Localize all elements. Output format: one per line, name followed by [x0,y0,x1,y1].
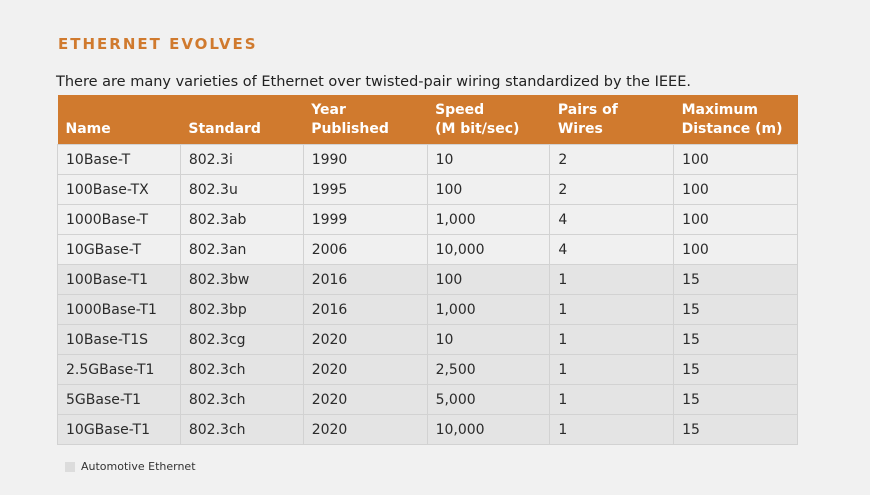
cell-year-published: 1995 [302,174,428,205]
header-line-2: Published [311,121,389,137]
cell-standard: 802.3an [179,234,304,265]
column-header-speed: Speed (M bit/sec) [427,95,550,145]
column-header-year-published: Year Published [303,95,428,145]
table-row-automotive: 2.5GBase-T1 802.3ch 2020 2,500 1 15 [57,354,798,385]
cell-maximum-distance: 100 [673,234,798,265]
cell-speed: 1,000 [426,294,551,325]
legend: Automotive Ethernet [65,460,196,473]
table-row-automotive: 10GBase-T1 802.3ch 2020 10,000 1 15 [57,414,798,445]
table-row: 100Base-TX 802.3u 1995 100 2 100 [57,174,798,205]
cell-standard: 802.3i [179,144,304,175]
cell-maximum-distance: 15 [673,384,798,415]
cell-standard: 802.3ab [179,204,304,235]
cell-name: 10GBase-T [57,234,181,265]
page-title: ETHERNET EVOLVES [58,35,258,53]
cell-name: 100Base-T1 [57,264,181,295]
cell-year-published: 2020 [302,324,428,355]
legend-label: Automotive Ethernet [81,460,196,473]
cell-standard: 802.3u [179,174,304,205]
table-body: 10Base-T 802.3i 1990 10 2 100 100Base-TX 802.3u… [57,144,798,445]
header-line-1 [188,101,295,120]
cell-year-published: 2006 [302,234,428,265]
cell-maximum-distance: 15 [673,354,798,385]
cell-name: 1000Base-T1 [57,294,181,325]
cell-year-published: 2016 [302,294,428,325]
cell-speed: 100 [426,264,551,295]
ethernet-standards-table: Name Standard Year Published Speed (M bit/se… [57,95,798,445]
cell-name: 100Base-TX [57,174,181,205]
cell-name: 10Base-T [57,144,181,175]
cell-maximum-distance: 15 [673,264,798,295]
cell-pairs-of-wires: 1 [549,294,675,325]
cell-maximum-distance: 100 [673,174,798,205]
cell-pairs-of-wires: 2 [549,174,675,205]
header-line-1: Speed [435,102,485,118]
cell-name: 1000Base-T [57,204,181,235]
cell-speed: 2,500 [426,354,551,385]
cell-standard: 802.3ch [179,354,304,385]
cell-standard: 802.3cg [179,324,304,355]
header-line-2: Distance (m) [681,121,783,137]
table-row-automotive: 100Base-T1 802.3bw 2016 100 1 15 [57,264,798,295]
cell-year-published: 1990 [302,144,428,175]
header-line-2: (M bit/sec) [435,121,520,137]
cell-speed: 10 [426,324,551,355]
cell-name: 10GBase-T1 [57,414,181,445]
cell-speed: 1,000 [426,204,551,235]
cell-pairs-of-wires: 1 [549,324,675,355]
cell-speed: 10 [426,144,551,175]
header-line-1: Maximum [681,102,758,118]
column-header-name: Name [57,95,181,145]
cell-maximum-distance: 100 [673,144,798,175]
cell-speed: 10,000 [426,234,551,265]
table-row-automotive: 1000Base-T1 802.3bp 2016 1,000 1 15 [57,294,798,325]
cell-pairs-of-wires: 4 [549,234,675,265]
cell-speed: 5,000 [426,384,551,415]
column-header-maximum-distance: Maximum Distance (m) [673,95,798,145]
cell-pairs-of-wires: 1 [549,264,675,295]
cell-pairs-of-wires: 1 [549,354,675,385]
header-line-1: Year [311,102,346,118]
cell-maximum-distance: 15 [673,324,798,355]
column-header-standard: Standard [180,95,304,145]
cell-speed: 10,000 [426,414,551,445]
table-row: 10GBase-T 802.3an 2006 10,000 4 100 [57,234,798,265]
cell-name: 10Base-T1S [57,324,181,355]
cell-pairs-of-wires: 1 [549,384,675,415]
cell-year-published: 2020 [302,414,428,445]
cell-standard: 802.3ch [179,414,304,445]
cell-maximum-distance: 15 [673,414,798,445]
table-row: 10Base-T 802.3i 1990 10 2 100 [57,144,798,175]
cell-standard: 802.3bp [179,294,304,325]
cell-standard: 802.3ch [179,384,304,415]
cell-year-published: 2016 [302,264,428,295]
cell-pairs-of-wires: 2 [549,144,675,175]
cell-year-published: 2020 [302,354,428,385]
cell-speed: 100 [426,174,551,205]
cell-name: 2.5GBase-T1 [57,354,181,385]
table-header-row: Name Standard Year Published Speed (M bit/se… [57,95,798,145]
cell-year-published: 1999 [302,204,428,235]
header-line-2: Wires [557,121,603,137]
column-header-pairs-of-wires: Pairs of Wires [549,95,674,145]
cell-name: 5GBase-T1 [57,384,181,415]
legend-swatch [65,461,75,472]
header-line-2: Standard [188,121,261,137]
cell-standard: 802.3bw [179,264,304,295]
table-row-automotive: 10Base-T1S 802.3cg 2020 10 1 15 [57,324,798,355]
table-row: 1000Base-T 802.3ab 1999 1,000 4 100 [57,204,798,235]
cell-year-published: 2020 [302,384,428,415]
cell-pairs-of-wires: 1 [549,414,675,445]
header-line-1 [66,101,173,120]
cell-maximum-distance: 100 [673,204,798,235]
intro-text: There are many varieties of Ethernet ove… [56,74,691,90]
cell-maximum-distance: 15 [673,294,798,325]
cell-pairs-of-wires: 4 [549,204,675,235]
header-line-1: Pairs of [557,102,618,118]
table-row-automotive: 5GBase-T1 802.3ch 2020 5,000 1 15 [57,384,798,415]
header-line-2: Name [65,121,111,137]
